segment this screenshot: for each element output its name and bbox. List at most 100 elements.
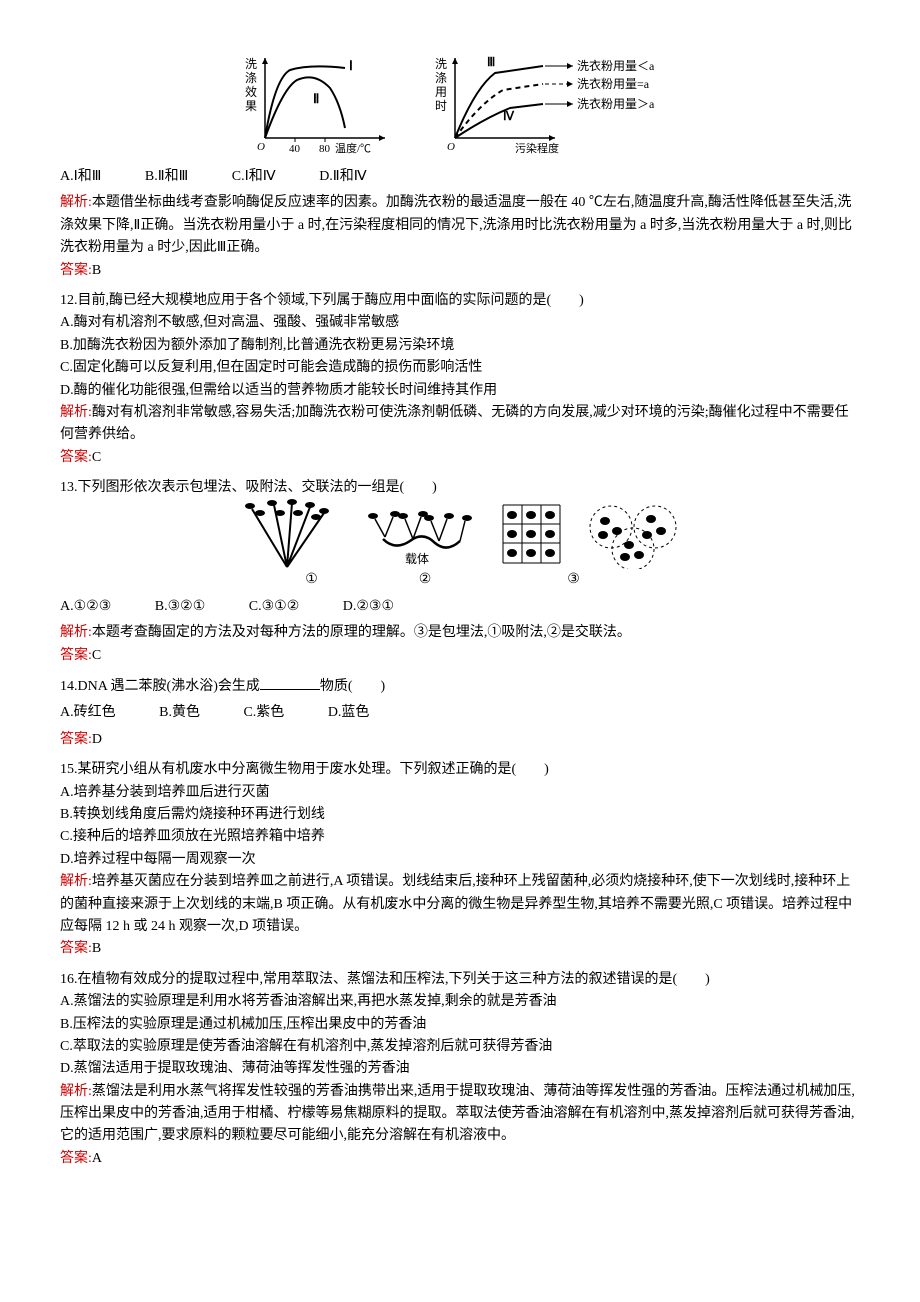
q11-opt-a: A.Ⅰ和Ⅲ [60, 166, 101, 188]
q14-stem-post: 物质( ) [320, 679, 385, 694]
chart1-tick-80: 80 [319, 143, 331, 155]
diagram-encapsulation [499, 499, 689, 569]
q12-answer-label: 答案: [60, 450, 92, 465]
q16-opt-d: D.蒸馏法适用于提取玫瑰油、薄荷油等挥发性强的芳香油 [60, 1058, 860, 1080]
q11-opt-c: C.Ⅰ和Ⅳ [232, 166, 276, 188]
q12-opt-b: B.加酶洗衣粉因为额外添加了酶制剂,比普通洗衣粉更易污染环境 [60, 335, 860, 357]
chart2-legend-2: 洗衣粉用量＞a [577, 96, 655, 111]
chart-pollution: 洗 涤 用 时 O 污染程度 Ⅲ Ⅳ 洗衣粉用量＜a 洗衣粉用量=a 洗衣粉用量… [425, 48, 685, 158]
chart1-xlabel: 温度/℃ [335, 141, 371, 155]
svg-text:O: O [257, 141, 265, 153]
chart2-xlabel: 污染程度 [515, 141, 559, 155]
q11-opt-d: D.Ⅱ和Ⅳ [319, 166, 366, 188]
q16-opt-c: C.萃取法的实验原理是使芳香油溶解在有机溶剂中,蒸发掉溶剂后就可获得芳香油 [60, 1036, 860, 1058]
q15-opt-d: D.培养过程中每隔一周观察一次 [60, 849, 860, 871]
chart1-curve-II: Ⅱ [313, 91, 319, 106]
q16-answer: 答案:A [60, 1148, 860, 1170]
q15-analysis-text: 培养基灭菌应在分装到培养皿之前进行,A 项错误。划线结束后,接种环上残留菌种,必… [60, 874, 852, 934]
q15-answer: 答案:B [60, 938, 860, 960]
svg-text:用: 用 [435, 85, 447, 99]
q14-stem-pre: 14.DNA 遇二苯胺(沸水浴)会生成 [60, 679, 260, 694]
svg-text:时: 时 [435, 99, 447, 113]
q12-answer: 答案:C [60, 447, 860, 469]
q14-answer-value: D [92, 732, 102, 747]
q13-analysis-label: 解析: [60, 625, 92, 640]
chart1-curve-I: Ⅰ [349, 58, 353, 73]
chart-temperature: 洗 涤 效 果 O 40 80 温度/℃ Ⅰ Ⅱ [235, 48, 405, 158]
q13-analysis-text: 本题考查酶固定的方法及对每种方法的原理的理解。③是包埋法,①吸附法,②是交联法。 [92, 625, 631, 640]
q13-options: A.①②③ B.③②① C.③①② D.②③① [60, 596, 860, 618]
svg-text:洗: 洗 [435, 57, 447, 71]
q16-answer-label: 答案: [60, 1151, 92, 1166]
q14-options: A.砖红色 B.黄色 C.紫色 D.蓝色 [60, 702, 860, 724]
q16-analysis-text: 蒸馏法是利用水蒸气将挥发性较强的芳香油携带出来,适用于提取玫瑰油、薄荷油等挥发性… [60, 1084, 855, 1144]
q12-stem: 12.目前,酶已经大规模地应用于各个领域,下列属于酶应用中面临的实际问题的是( … [60, 290, 860, 312]
q14-answer: 答案:D [60, 729, 860, 751]
q15-analysis: 解析:培养基灭菌应在分装到培养皿之前进行,A 项错误。划线结束后,接种环上残留菌… [60, 871, 860, 938]
q13-answer: 答案:C [60, 645, 860, 667]
q11-opt-b: B.Ⅱ和Ⅲ [145, 166, 188, 188]
diagram-carrier-label: 载体 [405, 552, 429, 566]
q15-stem: 15.某研究小组从有机废水中分离微生物用于废水处理。下列叙述正确的是( ) [60, 759, 860, 781]
q15-opt-c: C.接种后的培养皿须放在光照培养箱中培养 [60, 826, 860, 848]
q11-analysis: 解析:本题借坐标曲线考查影响酶促反应速率的因素。加酶洗衣粉的最适温度一般在 40… [60, 192, 860, 259]
chart2-curve-III: Ⅲ [487, 55, 495, 69]
q15-analysis-label: 解析: [60, 874, 92, 889]
q15-opt-b: B.转换划线角度后需灼烧接种环再进行划线 [60, 804, 860, 826]
q12-opt-a: A.酶对有机溶剂不敏感,但对高温、强酸、强碱非常敏感 [60, 312, 860, 334]
q11-answer-value: B [92, 263, 101, 278]
q11-options: A.Ⅰ和Ⅲ B.Ⅱ和Ⅲ C.Ⅰ和Ⅳ D.Ⅱ和Ⅳ [60, 166, 860, 188]
chart2-curve-IV: Ⅳ [503, 109, 515, 123]
q14-opt-b: B.黄色 [159, 702, 200, 724]
q16-analysis-label: 解析: [60, 1084, 92, 1099]
q15-answer-value: B [92, 941, 101, 956]
q16-answer-value: A [92, 1151, 102, 1166]
chart1-tick-40: 40 [289, 143, 301, 155]
q11-analysis-label: 解析: [60, 195, 92, 210]
q12-analysis-label: 解析: [60, 405, 92, 420]
q11-analysis-text: 本题借坐标曲线考查影响酶促反应速率的因素。加酶洗衣粉的最适温度一般在 40 ℃左… [60, 195, 852, 255]
q12-opt-d: D.酶的催化功能很强,但需给以适当的营养物质才能较长时间维持其作用 [60, 380, 860, 402]
q14-opt-c: C.紫色 [243, 702, 284, 724]
q12-answer-value: C [92, 450, 101, 465]
svg-text:O: O [447, 141, 455, 153]
q12-analysis-text: 酶对有机溶剂非常敏感,容易失活;加酶洗衣粉可使洗涤剂朝低磷、无磷的方向发展,减少… [60, 405, 849, 442]
q16-stem: 16.在植物有效成分的提取过程中,常用萃取法、蒸馏法和压榨法,下列关于这三种方法… [60, 969, 860, 991]
chart1-ylabel-char1: 洗 [245, 57, 257, 71]
q11-answer-label: 答案: [60, 263, 92, 278]
q13-diagrams: 载体 [60, 499, 860, 569]
q11-charts: 洗 涤 效 果 O 40 80 温度/℃ Ⅰ Ⅱ 洗 涤 用 时 O 污染程度 … [60, 48, 860, 158]
q13-answer-label: 答案: [60, 648, 92, 663]
q13-opt-d: D.②③① [343, 596, 394, 618]
q12-analysis: 解析:酶对有机溶剂非常敏感,容易失活;加酶洗衣粉可使洗涤剂朝低磷、无磷的方向发展… [60, 402, 860, 447]
diagram-adsorption [232, 499, 342, 569]
diag-num-1: ① [257, 569, 367, 591]
q13-diagram-numbers: ① ② ③ [60, 569, 860, 591]
q15-opt-a: A.培养基分装到培养皿后进行灭菌 [60, 782, 860, 804]
q16-opt-a: A.蒸馏法的实验原理是利用水将芳香油溶解出来,再把水蒸发掉,剩余的就是芳香油 [60, 991, 860, 1013]
q14-opt-a: A.砖红色 [60, 702, 116, 724]
chart1-ylabel-char3: 效 [245, 84, 257, 99]
chart1-ylabel-char2: 涤 [245, 71, 257, 85]
q13-opt-a: A.①②③ [60, 596, 111, 618]
q16-opt-b: B.压榨法的实验原理是通过机械加压,压榨出果皮中的芳香油 [60, 1014, 860, 1036]
q13-opt-b: B.③②① [155, 596, 206, 618]
chart2-legend-0: 洗衣粉用量＜a [577, 58, 655, 73]
q15-answer-label: 答案: [60, 941, 92, 956]
chart1-ylabel-char4: 果 [245, 99, 257, 113]
svg-text:涤: 涤 [435, 71, 447, 85]
q13-opt-c: C.③①② [249, 596, 300, 618]
diagram-crosslinking: 载体 [365, 499, 475, 569]
q14-blank [260, 675, 320, 690]
q13-answer-value: C [92, 648, 101, 663]
q14-opt-d: D.蓝色 [328, 702, 370, 724]
q13-analysis: 解析:本题考查酶固定的方法及对每种方法的原理的理解。③是包埋法,①吸附法,②是交… [60, 622, 860, 644]
q13-stem: 13.下列图形依次表示包埋法、吸附法、交联法的一组是( ) [60, 477, 860, 499]
q11-answer: 答案:B [60, 260, 860, 282]
chart2-legend-1: 洗衣粉用量=a [577, 76, 650, 91]
q16-analysis: 解析:蒸馏法是利用水蒸气将挥发性较强的芳香油携带出来,适用于提取玫瑰油、薄荷油等… [60, 1081, 860, 1148]
q12-opt-c: C.固定化酶可以反复利用,但在固定时可能会造成酶的损伤而影响活性 [60, 357, 860, 379]
q14-stem: 14.DNA 遇二苯胺(沸水浴)会生成 物质( ) [60, 675, 860, 698]
diag-num-3: ③ [484, 569, 664, 591]
diag-num-2: ② [370, 569, 480, 591]
